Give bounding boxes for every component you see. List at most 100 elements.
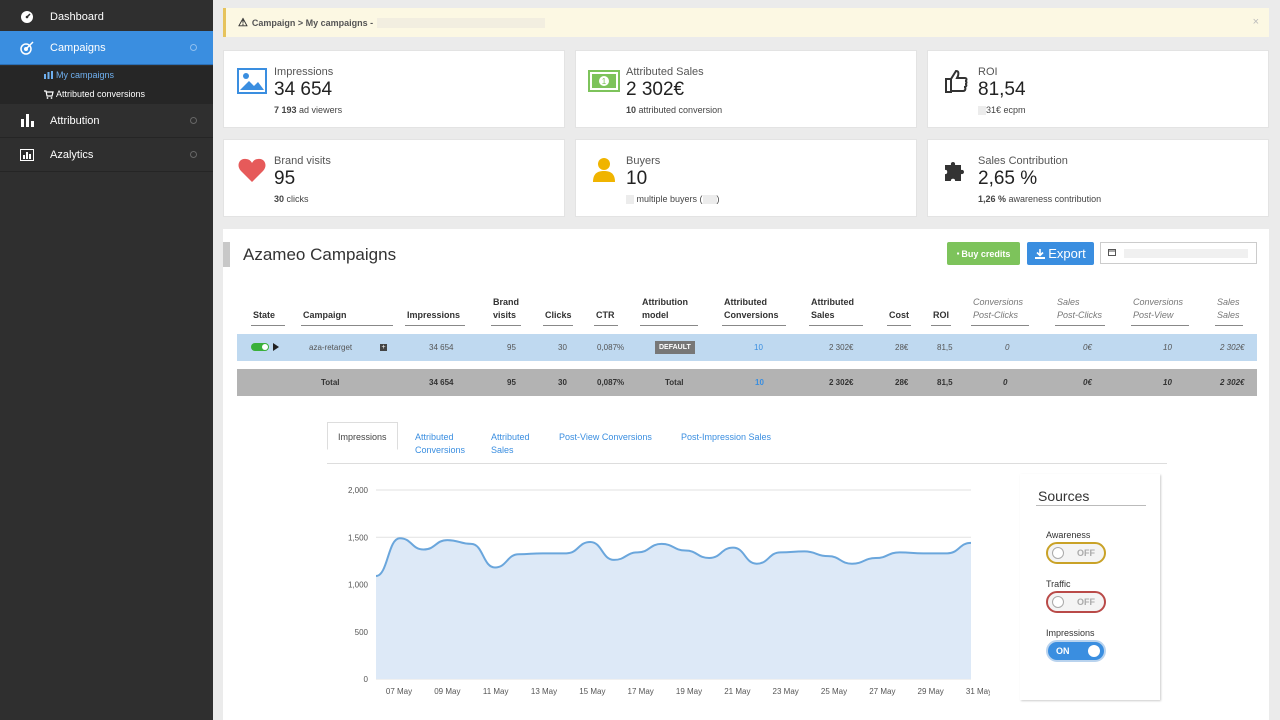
cell-sales-post-clicks: 0€	[1083, 378, 1092, 387]
toggle-knob	[1088, 645, 1100, 657]
buy-credits-button[interactable]: ▪ Buy credits	[947, 242, 1020, 265]
tab-post-impression-sales[interactable]: Post-Impression Sales	[681, 432, 772, 442]
toggle-state: ON	[1056, 646, 1070, 656]
sidebar-item-azalytics[interactable]: Azalytics	[0, 138, 213, 172]
play-icon[interactable]	[273, 343, 279, 351]
column-header-sales-sales[interactable]: Sales Sales	[1217, 297, 1240, 320]
stat-sub-value: 10	[626, 105, 637, 115]
date-range-input[interactable]	[1100, 242, 1257, 264]
column-header-conversions-post-clicks[interactable]: Conversions Post-Clicks	[973, 297, 1024, 320]
expand-icon[interactable]: +	[380, 344, 387, 351]
toggle-state: OFF	[1077, 597, 1095, 607]
cell-clicks: 30	[558, 343, 567, 352]
campaigns-submenu: My campaigns Attributed conversions	[0, 66, 213, 104]
column-header-impressions[interactable]: Impressions	[407, 310, 461, 320]
close-icon[interactable]: ×	[1252, 16, 1259, 28]
chart-tabs: Impressions Attributed Conversions Attri…	[327, 422, 1167, 464]
tab-attributed-conversions[interactable]: Attributed Conversions	[415, 432, 466, 455]
bar-chart-icon	[19, 113, 35, 129]
stat-label: Buyers	[626, 155, 661, 167]
column-header-cost[interactable]: Cost	[889, 310, 909, 320]
column-header-brand-visits[interactable]: Brand visits	[493, 297, 520, 320]
column-header-sales-post-clicks[interactable]: Sales Post-Clicks	[1057, 297, 1103, 320]
cell-brand-visits: 95	[507, 378, 516, 387]
column-header-attributed-conversions[interactable]: Attributed Conversions	[724, 297, 779, 320]
cell-campaign[interactable]: aza-retarget	[309, 343, 353, 352]
breadcrumb-alert: ⚠ Campaign > My campaigns - ×	[223, 8, 1269, 37]
awareness-toggle[interactable]: OFF	[1046, 542, 1106, 564]
panel-title: Azameo Campaigns	[243, 245, 397, 264]
cell-sales: 2 302€	[829, 378, 854, 387]
y-tick-label: 1,500	[348, 533, 369, 542]
column-header-state[interactable]: State	[253, 310, 276, 320]
sidebar-item-label: Attribution	[50, 114, 100, 127]
header-underline	[1131, 325, 1189, 326]
cell-conversions-link[interactable]: 10	[754, 343, 763, 352]
stat-card-sales-contribution: Sales Contribution 2,65 % 1,26 % awarene…	[927, 139, 1269, 217]
impressions-toggle[interactable]: ON	[1046, 640, 1106, 662]
toggle-knob	[1052, 547, 1064, 559]
sidebar-item-campaigns[interactable]: Campaigns	[0, 31, 213, 65]
cart-icon	[44, 89, 54, 99]
cell-conv-post-view: 10	[1163, 378, 1172, 387]
cell-roi: 81,5	[937, 378, 953, 387]
y-tick-label: 500	[355, 628, 369, 637]
redacted-value	[978, 106, 986, 116]
sub-item-attributed-conversions[interactable]: Attributed conversions	[44, 89, 145, 99]
redacted-value	[702, 195, 717, 205]
header-underline	[1215, 325, 1243, 326]
stat-value: 81,54	[978, 79, 1026, 100]
analytics-icon	[19, 147, 35, 163]
campaign-state-toggle[interactable]	[251, 343, 269, 351]
sidebar-item-dashboard[interactable]: Dashboard	[0, 0, 213, 34]
stat-sub: multiple buyers ()	[626, 194, 720, 205]
tab-impressions[interactable]: Impressions	[327, 422, 398, 450]
cell-conv-post-clicks: 0	[1005, 343, 1010, 352]
y-tick-label: 2,000	[348, 486, 369, 495]
collapse-indicator-icon	[190, 44, 197, 51]
cell-brand-visits: 95	[507, 343, 516, 352]
cell-cost: 28€	[895, 378, 909, 387]
stat-sub: 1,26 % awareness contribution	[978, 194, 1101, 204]
stat-sub-value: 31€	[986, 105, 1002, 115]
impressions-chart: 2,000 1,500 1,000 500 0 07 May 09 May 11 May 13 …	[348, 486, 990, 696]
column-header-attribution-model[interactable]: Attribution model	[642, 297, 688, 320]
y-tick-label: 0	[364, 675, 369, 684]
column-header-attributed-sales[interactable]: Attributed Sales	[811, 297, 854, 320]
header-underline	[594, 325, 618, 326]
impressions-line	[375, 537, 972, 577]
header-underline	[971, 325, 1029, 326]
stat-label: Attributed Sales	[626, 66, 704, 78]
toggle-knob	[1052, 596, 1064, 608]
sidebar-item-attribution[interactable]: Attribution	[0, 104, 213, 138]
stat-value: 2 302€	[626, 79, 685, 100]
sidebar-item-label: Campaigns	[50, 41, 106, 54]
column-header-campaign[interactable]: Campaign	[303, 310, 347, 320]
traffic-toggle[interactable]: OFF	[1046, 591, 1106, 613]
stat-sub-value: 7 193	[274, 105, 297, 115]
header-underline	[1055, 325, 1105, 326]
tab-attributed-sales[interactable]: Attributed Sales	[491, 432, 530, 455]
cell-roi: 81,5	[937, 343, 953, 352]
thumbs-up-icon	[940, 66, 972, 96]
x-tick-label: 23 May	[773, 687, 799, 696]
stat-value: 34 654	[274, 79, 333, 100]
column-header-conversions-post-view[interactable]: Conversions Post-View	[1133, 297, 1184, 320]
column-header-ctr[interactable]: CTR	[596, 310, 615, 320]
tab-post-view-conversions[interactable]: Post-View Conversions	[559, 432, 652, 442]
table-row[interactable]: aza-retarget + 34 654 95 30 0,087% DEFAU…	[237, 334, 1257, 361]
export-button[interactable]: Export	[1027, 242, 1094, 265]
x-tick-label: 15 May	[579, 687, 605, 696]
stat-card-impressions: Impressions 34 654 7 193 ad viewers	[223, 50, 565, 128]
table-total-row: Total 34 654 95 30 0,087% Total 10 2 302…	[237, 369, 1257, 396]
user-icon	[588, 155, 620, 185]
cell-sales-post-clicks: 0€	[1083, 343, 1092, 352]
column-header-clicks[interactable]: Clicks	[545, 310, 572, 320]
stat-label: ROI	[978, 66, 998, 78]
toggle-state: OFF	[1077, 548, 1095, 558]
dashboard-icon	[19, 9, 35, 25]
column-header-roi[interactable]: ROI	[933, 310, 950, 320]
sub-item-my-campaigns[interactable]: My campaigns	[44, 70, 114, 80]
credit-card-icon: ▪	[956, 249, 960, 258]
cell-impressions: 34 654	[429, 343, 454, 352]
